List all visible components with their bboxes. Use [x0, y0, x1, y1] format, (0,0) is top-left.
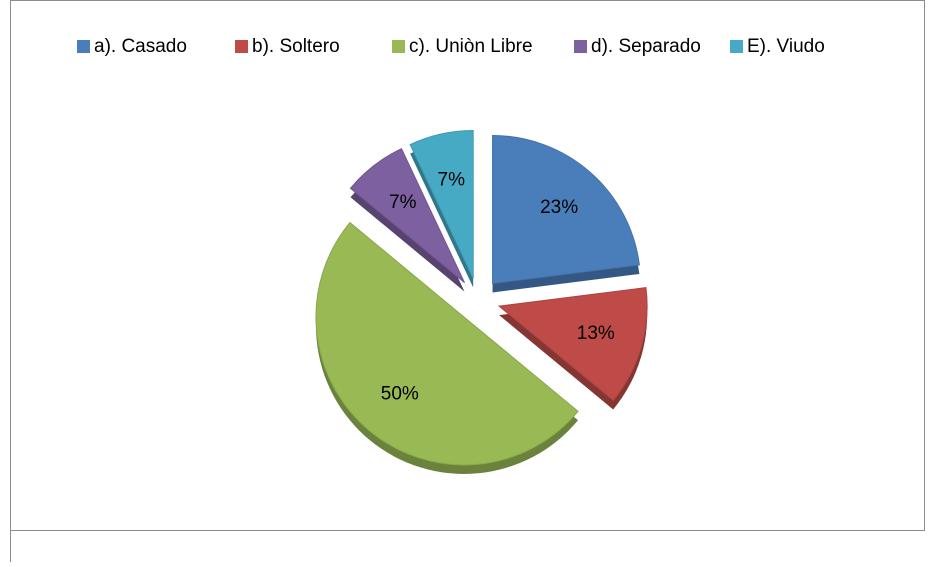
legend-swatch	[235, 40, 248, 53]
slice	[315, 221, 579, 466]
data-label: 13%	[577, 323, 615, 344]
data-label: 50%	[381, 384, 419, 405]
legend-label: E). Viudo	[747, 36, 825, 57]
legend-label: a). Casado	[94, 36, 187, 57]
legend-swatch	[730, 40, 743, 53]
slice	[409, 130, 474, 279]
data-label: 7%	[389, 192, 417, 213]
legend-swatch	[574, 40, 587, 53]
data-label: 23%	[540, 197, 578, 218]
data-label: 7%	[438, 169, 466, 190]
slice	[349, 148, 465, 284]
legend-swatch	[77, 40, 90, 53]
legend-label: b). Soltero	[252, 36, 340, 57]
legend-label: d). Separado	[591, 36, 701, 57]
legend-label: c). Uniòn Libre	[409, 36, 533, 57]
legend-swatch	[392, 40, 405, 53]
slice	[492, 134, 640, 285]
slice	[497, 287, 648, 402]
